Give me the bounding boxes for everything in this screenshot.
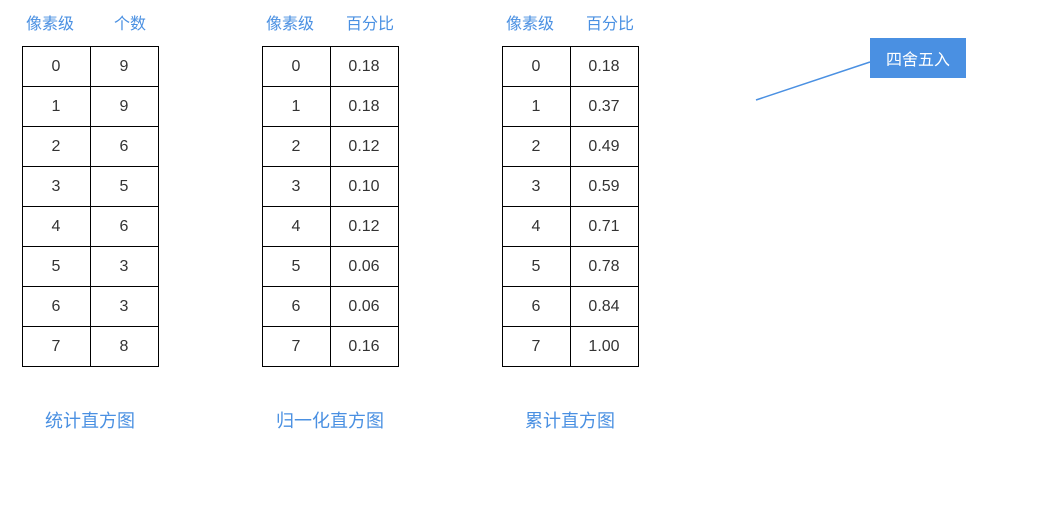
table-cell: 9	[90, 47, 158, 87]
headers-row-3: 像素级 百分比	[500, 10, 640, 34]
table-row: 20.49	[502, 127, 638, 167]
table-row: 71.00	[502, 327, 638, 367]
table-cell: 0.84	[570, 287, 638, 327]
table-cell: 6	[90, 207, 158, 247]
headers-row-2: 像素级 百分比	[260, 10, 400, 34]
caption-statistics: 统计直方图	[45, 407, 135, 433]
table-cell: 2	[262, 127, 330, 167]
caption-normalized: 归一化直方图	[276, 407, 384, 433]
table-cell: 0.18	[330, 47, 398, 87]
header-count-1: 个数	[100, 10, 160, 34]
table-cell: 2	[22, 127, 90, 167]
table-cell: 5	[22, 247, 90, 287]
section-statistics: 像素级 个数 0919263546536378 统计直方图	[20, 10, 160, 433]
rounding-badge: 四舍五入	[870, 38, 966, 78]
header-percent-2: 百分比	[340, 10, 400, 34]
table-cell: 0	[262, 47, 330, 87]
table-cell: 1	[262, 87, 330, 127]
header-pixel-level-1: 像素级	[20, 10, 80, 34]
table-cell: 0.12	[330, 207, 398, 247]
table-cell: 7	[262, 327, 330, 367]
header-pixel-level-2: 像素级	[260, 10, 320, 34]
table-row: 70.16	[262, 327, 398, 367]
table-cell: 6	[502, 287, 570, 327]
table-cell: 0.10	[330, 167, 398, 207]
table-cell: 8	[90, 327, 158, 367]
table-row: 10.18	[262, 87, 398, 127]
table-row: 40.71	[502, 207, 638, 247]
section-normalized: 像素级 百分比 00.1810.1820.1230.1040.1250.0660…	[260, 10, 400, 433]
table-row: 53	[22, 247, 158, 287]
table-cell: 5	[262, 247, 330, 287]
table-cell: 0.16	[330, 327, 398, 367]
table-cell: 0.12	[330, 127, 398, 167]
table-cell: 7	[22, 327, 90, 367]
table-row: 19	[22, 87, 158, 127]
table-cell: 3	[90, 287, 158, 327]
table-row: 50.78	[502, 247, 638, 287]
table-row: 60.06	[262, 287, 398, 327]
table-cell: 4	[502, 207, 570, 247]
table-row: 78	[22, 327, 158, 367]
table-row: 09	[22, 47, 158, 87]
table-cell: 6	[262, 287, 330, 327]
table-normalized: 00.1810.1820.1230.1040.1250.0660.0670.16	[262, 46, 399, 367]
table-row: 00.18	[502, 47, 638, 87]
table-cell: 5	[502, 247, 570, 287]
caption-cumulative: 累计直方图	[525, 407, 615, 433]
table-cell: 0.37	[570, 87, 638, 127]
table-row: 30.59	[502, 167, 638, 207]
table-cell: 9	[90, 87, 158, 127]
table-cell: 4	[22, 207, 90, 247]
table-cell: 1	[22, 87, 90, 127]
table-row: 20.12	[262, 127, 398, 167]
table-cell: 0.49	[570, 127, 638, 167]
table-cell: 0.71	[570, 207, 638, 247]
table-cell: 6	[90, 127, 158, 167]
table-cell: 3	[22, 167, 90, 207]
table-cell: 4	[262, 207, 330, 247]
table-cell: 3	[262, 167, 330, 207]
table-cell: 0	[502, 47, 570, 87]
table-row: 26	[22, 127, 158, 167]
table-cell: 6	[22, 287, 90, 327]
header-percent-3: 百分比	[580, 10, 640, 34]
section-cumulative: 像素级 百分比 00.1810.3720.4930.5940.7150.7860…	[500, 10, 640, 433]
table-statistics: 0919263546536378	[22, 46, 159, 367]
table-row: 60.84	[502, 287, 638, 327]
table-row: 35	[22, 167, 158, 207]
table-cell: 0.18	[570, 47, 638, 87]
table-row: 50.06	[262, 247, 398, 287]
table-cell: 1.00	[570, 327, 638, 367]
table-cell: 0.59	[570, 167, 638, 207]
table-cell: 3	[90, 247, 158, 287]
table-cell: 0.18	[330, 87, 398, 127]
table-cell: 0.78	[570, 247, 638, 287]
table-row: 30.10	[262, 167, 398, 207]
table-cell: 5	[90, 167, 158, 207]
headers-row-1: 像素级 个数	[20, 10, 160, 34]
table-row: 63	[22, 287, 158, 327]
header-pixel-level-3: 像素级	[500, 10, 560, 34]
table-cell: 0.06	[330, 287, 398, 327]
table-cell: 1	[502, 87, 570, 127]
table-cell: 3	[502, 167, 570, 207]
table-cumulative: 00.1810.3720.4930.5940.7150.7860.8471.00	[502, 46, 639, 367]
table-row: 10.37	[502, 87, 638, 127]
table-cell: 2	[502, 127, 570, 167]
table-row: 00.18	[262, 47, 398, 87]
table-cell: 0	[22, 47, 90, 87]
table-row: 40.12	[262, 207, 398, 247]
table-cell: 7	[502, 327, 570, 367]
table-cell: 0.06	[330, 247, 398, 287]
table-row: 46	[22, 207, 158, 247]
